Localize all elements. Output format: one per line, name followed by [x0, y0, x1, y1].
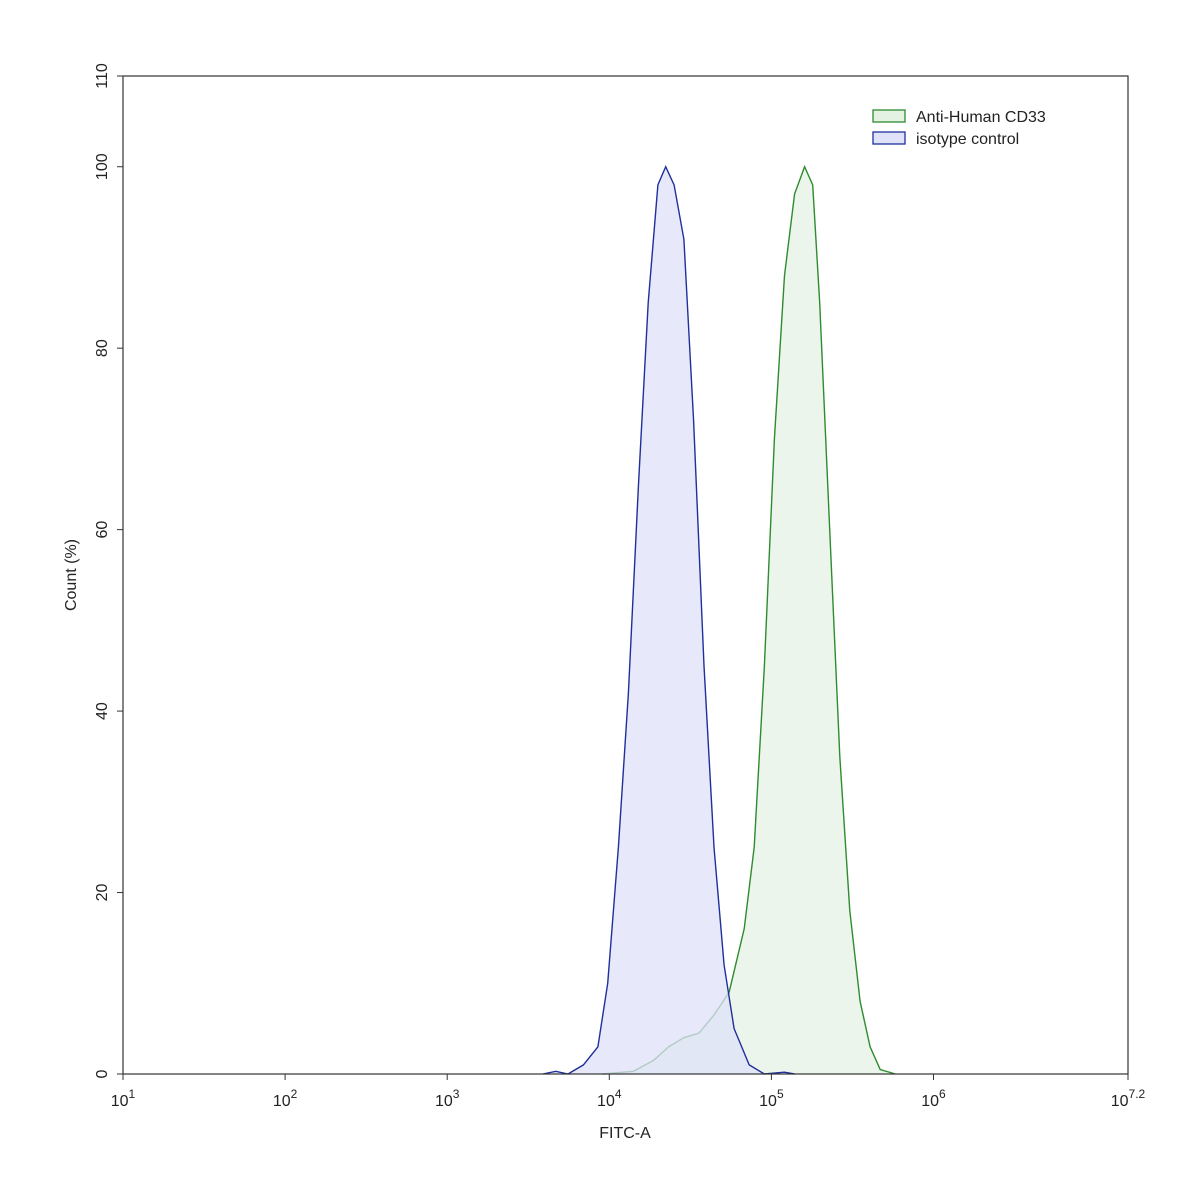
- x-tick-exponent: 1: [129, 1087, 136, 1101]
- y-tick-label: 100: [94, 153, 111, 180]
- x-tick-exponent: 6: [939, 1087, 946, 1101]
- y-tick-label: 0: [94, 1069, 111, 1078]
- x-tick-label: 102: [273, 1087, 298, 1110]
- x-tick-base: 10: [1111, 1093, 1129, 1110]
- legend-label: isotype control: [916, 131, 1019, 148]
- x-tick-exponent: 3: [453, 1087, 460, 1101]
- area: [602, 166, 896, 1074]
- x-tick-label: 104: [597, 1087, 622, 1110]
- y-tick-label: 20: [94, 884, 111, 902]
- x-tick-label: 105: [759, 1087, 784, 1110]
- x-tick-base: 10: [273, 1093, 291, 1110]
- x-tick-base: 10: [759, 1093, 777, 1110]
- legend-label: Anti-Human CD33: [916, 109, 1046, 126]
- y-tick-label: 80: [94, 339, 111, 357]
- y-axis-label: Count (%): [63, 539, 80, 611]
- x-tick-exponent: 2: [291, 1087, 298, 1101]
- legend-swatch: [872, 109, 906, 123]
- x-tick-exponent: 4: [615, 1087, 622, 1101]
- x-tick-base: 10: [921, 1093, 939, 1110]
- area: [542, 166, 795, 1074]
- x-tick-label: 101: [111, 1087, 136, 1110]
- x-tick-label: 106: [921, 1087, 946, 1110]
- y-tick-label: 40: [94, 702, 111, 720]
- legend-swatch: [872, 131, 906, 145]
- plot-frame: [122, 75, 1129, 1075]
- x-tick-base: 10: [597, 1093, 615, 1110]
- line: [542, 164, 795, 1075]
- x-tick-exponent: 5: [777, 1087, 784, 1101]
- x-tick-label: 103: [435, 1087, 460, 1110]
- y-tick-label: 110: [94, 63, 111, 89]
- x-tick-base: 10: [435, 1093, 453, 1110]
- x-tick-label: 107.2: [1111, 1087, 1146, 1110]
- x-tick-exponent: 7.2: [1129, 1087, 1146, 1101]
- x-axis-label: FITC-A: [599, 1125, 651, 1142]
- y-tick-label: 60: [94, 521, 111, 539]
- x-tick-base: 10: [111, 1093, 129, 1110]
